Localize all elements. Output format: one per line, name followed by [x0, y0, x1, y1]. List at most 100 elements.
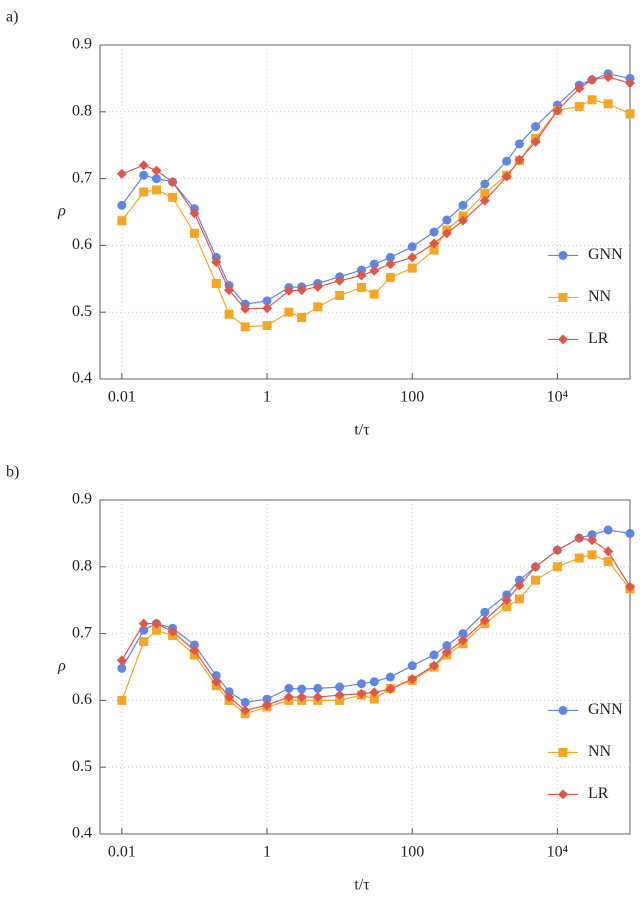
marker: [407, 242, 417, 252]
marker: [480, 188, 490, 198]
marker: [429, 660, 440, 671]
marker: [211, 278, 221, 288]
marker: [313, 683, 323, 693]
legend-label: LR: [588, 785, 609, 802]
y-tick-label: 0.7: [72, 169, 92, 186]
marker: [117, 200, 127, 210]
marker: [189, 208, 200, 219]
marker: [574, 553, 584, 563]
marker: [262, 303, 273, 314]
marker: [335, 682, 345, 692]
y-tick-label: 0.4: [72, 825, 92, 842]
marker: [356, 265, 366, 275]
marker: [407, 661, 417, 671]
x-axis-label: t/τ: [354, 877, 370, 894]
marker: [625, 78, 635, 89]
legend-marker: [558, 747, 568, 757]
marker: [284, 307, 294, 317]
x-tick-label: 100: [400, 844, 424, 861]
marker: [335, 291, 345, 300]
marker: [151, 174, 161, 184]
marker: [574, 533, 585, 544]
marker: [480, 179, 490, 189]
marker: [369, 265, 380, 276]
marker: [224, 309, 234, 319]
marker: [297, 313, 307, 323]
y-tick-label: 0.9: [72, 491, 92, 508]
x-tick-label: 0.01: [108, 389, 136, 406]
y-tick-label: 0.6: [72, 236, 92, 253]
marker: [442, 215, 452, 225]
marker: [574, 101, 584, 111]
marker: [501, 595, 512, 606]
marker: [480, 607, 490, 617]
legend-marker: [558, 292, 568, 302]
marker: [514, 154, 525, 165]
marker: [625, 528, 635, 538]
marker: [407, 263, 417, 273]
marker: [240, 697, 250, 707]
marker: [587, 95, 597, 105]
marker: [552, 545, 563, 556]
legend-label: GNN: [588, 246, 623, 263]
marker: [151, 625, 161, 635]
marker: [117, 663, 127, 673]
marker: [369, 289, 379, 299]
x-tick-label: 100: [400, 389, 424, 406]
marker: [530, 136, 541, 147]
marker: [139, 637, 149, 647]
marker: [369, 687, 380, 698]
legend-marker: [558, 705, 568, 715]
marker: [116, 168, 127, 179]
marker: [574, 83, 585, 94]
marker: [240, 303, 251, 314]
marker: [284, 683, 294, 693]
x-tick-label: 10⁴: [547, 389, 569, 406]
marker: [211, 257, 222, 268]
marker: [369, 259, 379, 269]
marker: [369, 694, 379, 704]
marker: [168, 192, 178, 202]
legend-label: LR: [588, 330, 609, 347]
y-tick-label: 0.9: [72, 36, 92, 53]
marker: [167, 176, 178, 187]
panel-label: b): [6, 464, 19, 481]
marker: [457, 215, 468, 226]
y-tick-label: 0.5: [72, 758, 92, 775]
marker: [625, 109, 635, 119]
marker: [625, 581, 635, 592]
marker: [356, 688, 367, 699]
chart-panel: a) 0.4 0.5 0.6 0.7 0.8 0.9 0.01 1 100 10⁴ t/τ ρ GNN NN…: [6, 9, 635, 439]
marker: [587, 74, 598, 85]
marker: [312, 281, 323, 292]
marker: [603, 556, 613, 566]
marker: [189, 228, 199, 238]
marker: [385, 684, 396, 695]
marker: [407, 674, 418, 685]
y-axis-label: ρ: [57, 658, 66, 675]
plot-frame: [99, 499, 631, 835]
panel-label: a): [6, 9, 18, 26]
marker: [514, 139, 524, 149]
legend-label: NN: [588, 743, 612, 760]
marker: [262, 694, 272, 704]
marker: [531, 121, 541, 131]
marker: [224, 285, 235, 296]
marker: [262, 296, 272, 306]
marker: [151, 618, 162, 629]
marker: [385, 252, 395, 262]
marker: [116, 655, 127, 666]
legend-label: GNN: [588, 701, 623, 718]
plot-frame: [99, 44, 631, 380]
marker: [262, 700, 273, 711]
marker: [334, 275, 345, 286]
marker: [240, 705, 251, 716]
x-axis-label: t/τ: [354, 422, 370, 439]
marker: [587, 530, 597, 540]
marker: [139, 170, 149, 180]
marker: [429, 227, 439, 237]
marker: [603, 99, 613, 109]
marker: [429, 238, 440, 249]
